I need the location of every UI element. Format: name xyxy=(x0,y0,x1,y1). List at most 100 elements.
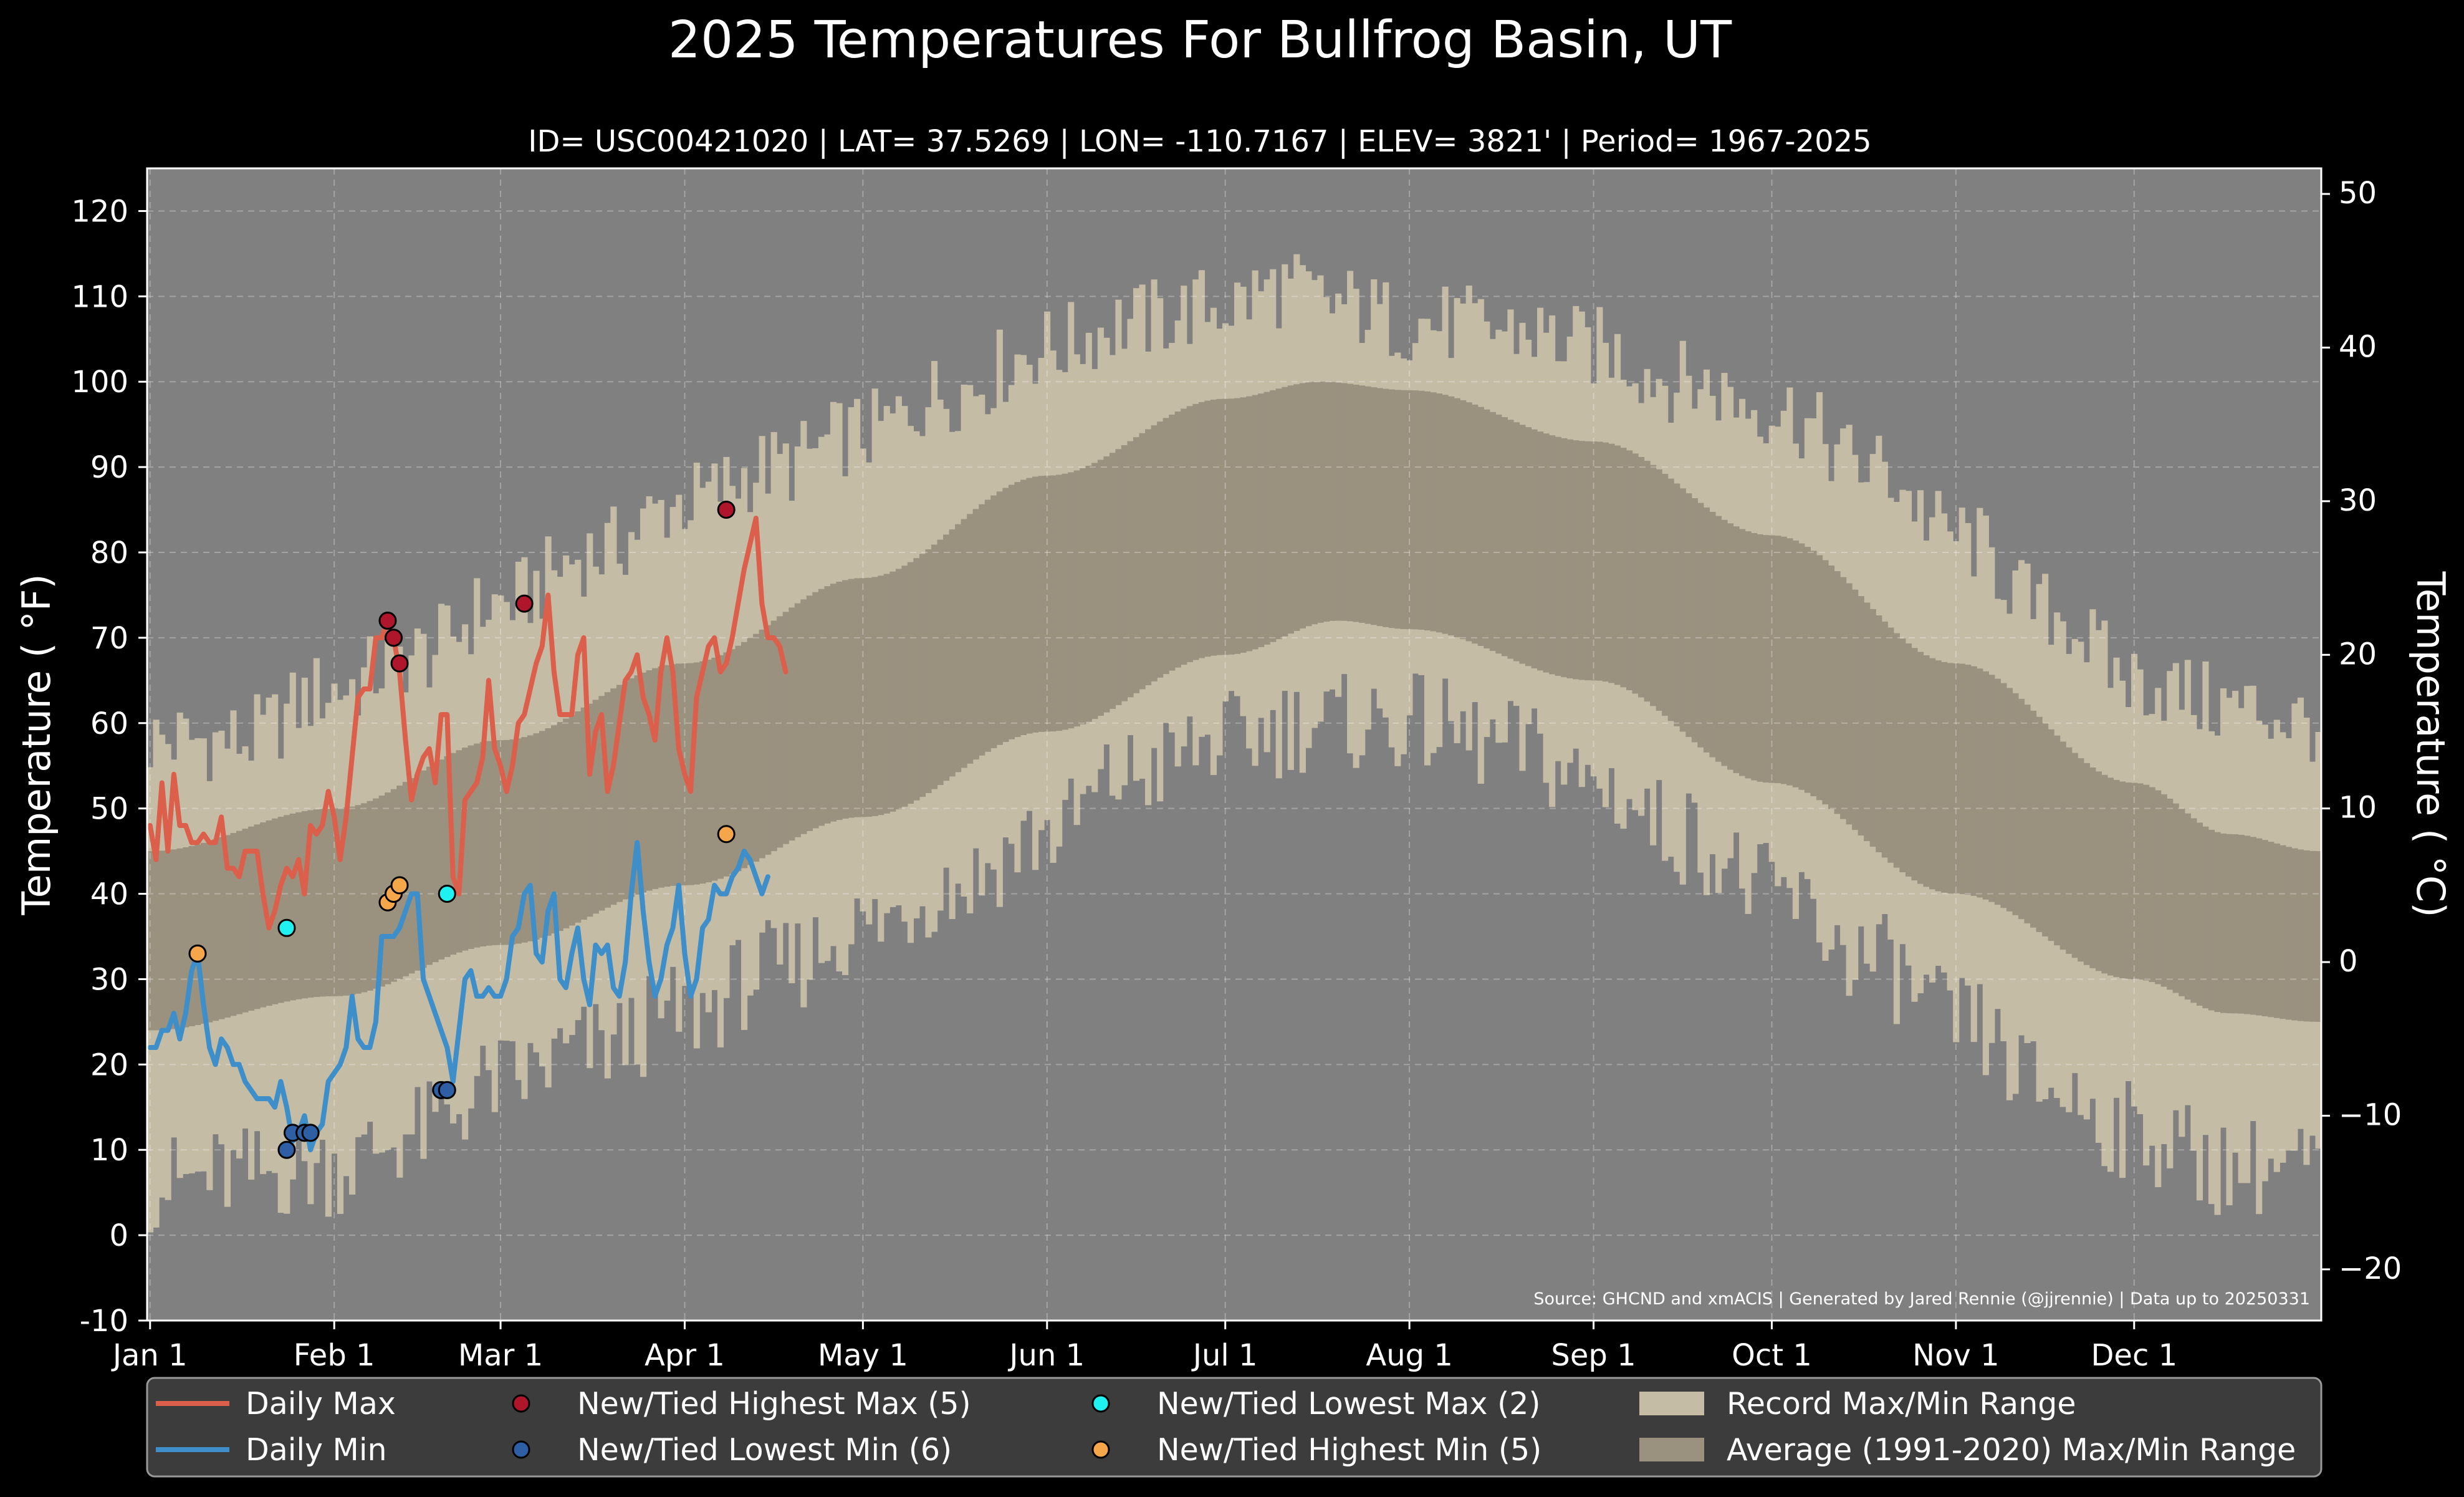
normal-range-bar xyxy=(907,562,914,804)
normal-range-bar xyxy=(2214,832,2221,1013)
normal-range-bar xyxy=(1549,435,1556,675)
normal-range-bar xyxy=(1709,511,1716,758)
normal-range-bar xyxy=(2244,835,2251,1014)
normal-range-bar xyxy=(1222,398,1229,655)
normal-range-bar xyxy=(248,826,255,1011)
normal-range-bar xyxy=(1448,396,1455,636)
normal-range-bar xyxy=(1032,476,1039,733)
normal-range-bar xyxy=(1816,555,1823,801)
normal-range-bar xyxy=(753,633,760,862)
normal-range-bar xyxy=(598,696,605,911)
normal-range-bar xyxy=(509,739,516,945)
x-tick-label: Jan 1 xyxy=(111,1338,188,1373)
normal-range-bar xyxy=(1763,535,1770,783)
normal-range-bar xyxy=(1080,468,1086,724)
legend-swatch-record-range xyxy=(1639,1392,1704,1415)
normal-range-bar xyxy=(2167,798,2174,990)
y2-tick-label: 10 xyxy=(2339,791,2377,826)
x-tick-label: Feb 1 xyxy=(294,1338,375,1373)
normal-range-bar xyxy=(1376,388,1383,627)
normal-range-bar xyxy=(1174,411,1181,668)
normal-range-bar xyxy=(729,649,736,874)
normal-range-bar xyxy=(2083,763,2090,965)
normal-range-bar xyxy=(931,544,938,789)
normal-range-bar xyxy=(1388,389,1395,628)
normal-range-bar xyxy=(2285,847,2292,1020)
normal-range-bar xyxy=(474,743,481,948)
y-tick-label: 30 xyxy=(90,962,128,997)
normal-range-bar xyxy=(1186,406,1193,663)
normal-range-bar xyxy=(2101,774,2108,974)
normal-range-bar xyxy=(610,688,617,905)
normal-range-bar xyxy=(693,662,700,885)
normal-range-bar xyxy=(1531,429,1538,668)
normal-range-bar xyxy=(1852,589,1859,830)
highest-max-marker xyxy=(515,594,534,613)
normal-range-bar xyxy=(2268,841,2275,1018)
normal-range-bar xyxy=(1982,671,1989,900)
normal-range-bar xyxy=(2024,705,2031,923)
legend-box xyxy=(146,1377,2323,1478)
normal-range-bar xyxy=(349,806,356,995)
y-tick-label: 40 xyxy=(90,877,128,912)
normal-range-bar xyxy=(2018,698,2025,920)
lowest-max-marker xyxy=(277,918,296,937)
normal-range-bar xyxy=(1988,675,1995,902)
normal-range-bar xyxy=(806,595,813,831)
normal-range-bar xyxy=(456,750,463,953)
normal-range-bar xyxy=(2131,782,2138,980)
y2-tick-label: 30 xyxy=(2339,483,2377,518)
normal-range-bar xyxy=(699,661,706,884)
normal-range-bar xyxy=(575,711,582,923)
normal-range-bar xyxy=(147,851,154,1031)
normal-range-bar xyxy=(2000,683,2007,908)
normal-range-bar xyxy=(1650,465,1657,706)
normal-range-bar xyxy=(1703,507,1710,753)
normal-range-bar xyxy=(1270,390,1277,642)
normal-range-bar xyxy=(717,655,724,879)
normal-range-bar xyxy=(1757,534,1763,782)
normal-range-bar xyxy=(628,678,635,897)
normal-range-bar xyxy=(212,839,219,1021)
normal-range-bar xyxy=(640,672,647,893)
normal-range-bar xyxy=(218,837,225,1019)
normal-range-bar xyxy=(1347,383,1354,622)
normal-range-bar xyxy=(373,798,380,989)
normal-range-bar xyxy=(1691,498,1698,743)
normal-range-bar xyxy=(2273,843,2280,1018)
normal-range-bar xyxy=(2238,834,2245,1014)
normal-range-bar xyxy=(486,741,492,946)
normal-range-bar xyxy=(1210,399,1217,656)
y-tick-label: 120 xyxy=(71,194,128,229)
normal-range-bar xyxy=(159,850,166,1031)
normal-range-bar xyxy=(467,745,474,949)
normal-range-bar xyxy=(1020,479,1027,736)
normal-range-bar xyxy=(1977,668,1983,898)
normal-range-bar xyxy=(2250,837,2256,1015)
normal-range-bar xyxy=(984,499,991,752)
normal-range-bar xyxy=(580,707,587,920)
normal-range-bar xyxy=(1780,536,1787,784)
y-tick-label: 0 xyxy=(109,1218,128,1253)
normal-range-bar xyxy=(230,833,237,1016)
normal-range-bar xyxy=(2030,710,2037,928)
normal-range-bar xyxy=(1317,382,1324,623)
normal-range-bar xyxy=(1917,652,1924,884)
normal-range-bar xyxy=(165,850,171,1030)
normal-range-bar xyxy=(2125,782,2132,980)
normal-range-bar xyxy=(587,703,593,917)
normal-range-bar xyxy=(1864,602,1871,842)
normal-range-bar xyxy=(818,589,825,826)
y2-tick-label: −10 xyxy=(2339,1097,2402,1132)
normal-range-bar xyxy=(236,830,243,1014)
normal-range-bar xyxy=(1424,391,1431,631)
normal-range-bar xyxy=(188,845,195,1026)
normal-range-bar xyxy=(2232,834,2239,1014)
source-note: Source: GHCND and xmACIS | Generated by … xyxy=(1533,1289,2310,1309)
normal-range-bar xyxy=(153,850,160,1031)
normal-range-bar xyxy=(1596,441,1603,681)
normal-range-bar xyxy=(979,504,985,756)
normal-range-bar xyxy=(1733,526,1740,773)
highest-max-marker xyxy=(378,612,397,630)
y2-tick-label: 0 xyxy=(2339,944,2358,979)
